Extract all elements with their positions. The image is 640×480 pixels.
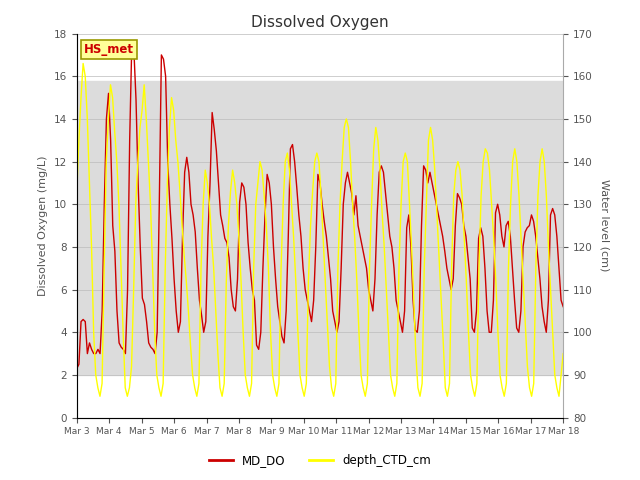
Text: HS_met: HS_met (84, 43, 134, 56)
Bar (77, 81, 563, 375)
Y-axis label: Water level (cm): Water level (cm) (599, 180, 609, 272)
Y-axis label: Dissolved Oxygen (mg/L): Dissolved Oxygen (mg/L) (38, 156, 48, 296)
Legend: MD_DO, depth_CTD_cm: MD_DO, depth_CTD_cm (204, 449, 436, 472)
Title: Dissolved Oxygen: Dissolved Oxygen (251, 15, 389, 30)
